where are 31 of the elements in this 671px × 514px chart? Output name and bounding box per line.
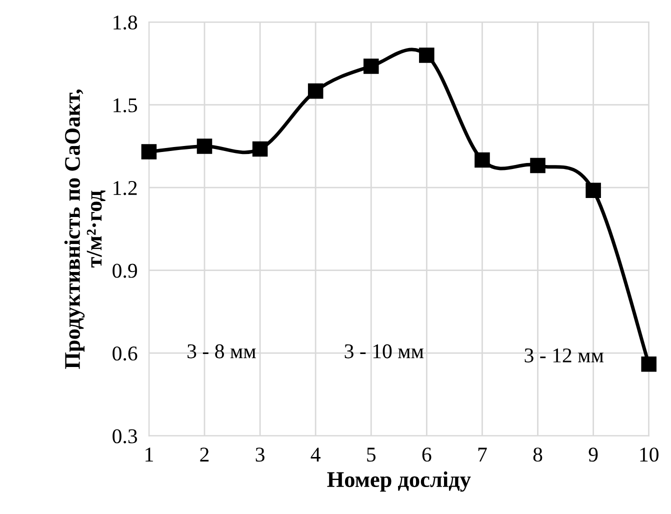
point [586, 182, 601, 198]
x-tick-label: 5 [367, 448, 376, 462]
annotation: 3 - 8 мм [188, 344, 256, 358]
point [141, 144, 157, 160]
point [196, 138, 212, 154]
x-tick-label: 1 [146, 448, 153, 462]
y-tick-label: 1.2 [114, 181, 137, 196]
point [474, 152, 490, 168]
x-tick-label: 10 [640, 448, 658, 462]
point [641, 356, 656, 372]
y-tick-label: 1.8 [114, 15, 138, 30]
y-tick-label: 0.3 [112, 429, 138, 444]
x-tick-label: 7 [478, 448, 487, 462]
annotation: 3 - 10 мм [344, 344, 424, 358]
point [252, 141, 268, 157]
point [419, 48, 434, 63]
y-tick-label: 0.6 [112, 346, 138, 361]
point [364, 58, 379, 74]
x-tick-label: 3 [256, 448, 264, 462]
x-axis-title: Номер досліду [327, 471, 471, 492]
x-tick-label: 4 [310, 448, 320, 462]
y-tick-label: 1.5 [114, 98, 138, 112]
point [530, 158, 546, 174]
x-tick-label: 9 [588, 448, 598, 462]
x-tick-label: 6 [422, 448, 432, 462]
x-tick-label: 8 [533, 448, 542, 462]
annotation: 3 - 12 мм [524, 348, 604, 362]
x-tick-label: 2 [200, 448, 209, 462]
y-axis-title: Продуктивність по СаОакт, т/м²·год [64, 89, 106, 369]
y-tick-label: 0.9 [112, 264, 137, 278]
point [308, 83, 324, 99]
